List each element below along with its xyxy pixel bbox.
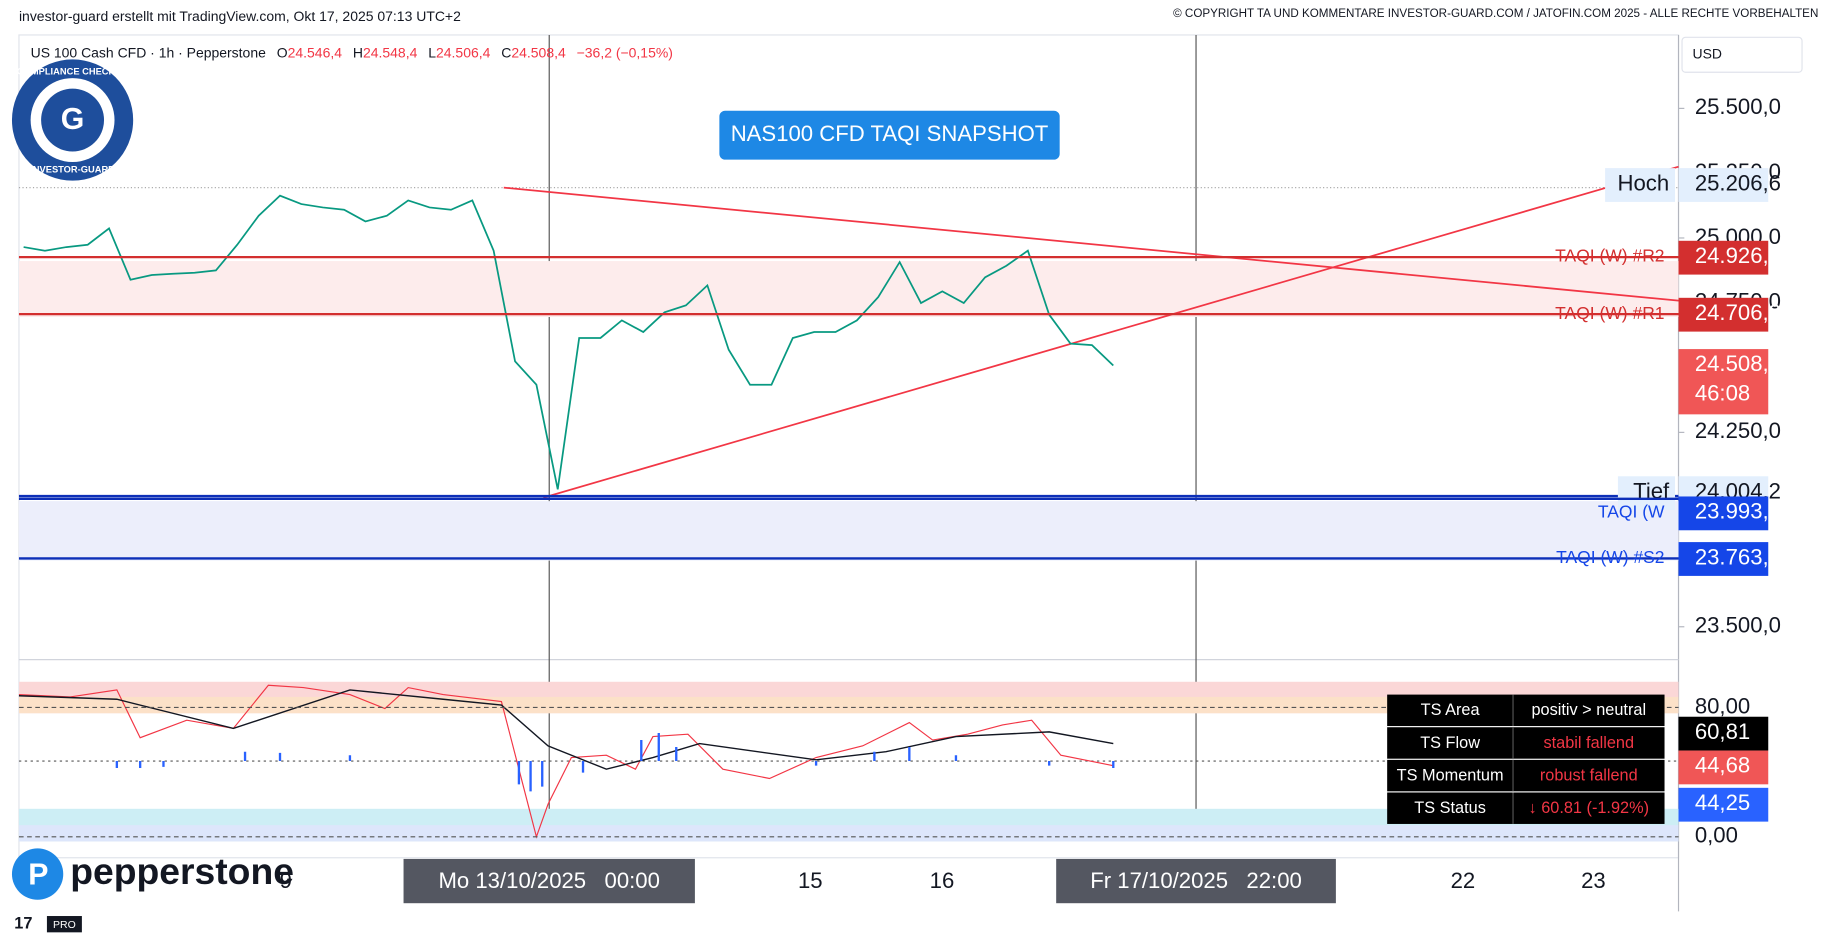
level-name: TAQI (W) #S2 xyxy=(1556,547,1664,567)
table-row xyxy=(1387,759,1665,792)
level-value-box xyxy=(1678,496,1769,531)
price-line xyxy=(23,194,1114,490)
table-value: stabil fallend xyxy=(1543,734,1634,752)
price-tick-label: 23.500,0 xyxy=(1695,613,1781,638)
trendline-upper xyxy=(503,186,1679,302)
time-label: 22 xyxy=(1451,868,1476,893)
level-name-box xyxy=(1617,476,1676,511)
time-label: 9 xyxy=(280,868,292,893)
level-name: TAQI (W xyxy=(1598,501,1665,521)
level-value-box xyxy=(1678,297,1769,332)
tv-pro: PRO xyxy=(53,920,76,931)
time-label: 16 xyxy=(930,868,955,893)
tv-logo: 17 xyxy=(14,914,32,932)
h-label: H xyxy=(353,44,363,60)
level-name: TAQI (W) #R2 xyxy=(1555,246,1664,266)
c-value: 24.508,4 xyxy=(511,44,566,60)
badge-bottom: INVESTOR-GUARD xyxy=(30,165,115,175)
tv-pro-box xyxy=(46,916,82,933)
badge-top: COMPLIANCE CHECKED xyxy=(17,67,129,77)
current-price-box xyxy=(1678,349,1769,415)
level-name: TAQI (W) #R1 xyxy=(1555,303,1664,323)
time-label: 23 xyxy=(1581,868,1606,893)
level-value-box xyxy=(1678,168,1769,202)
badge-core xyxy=(41,88,105,152)
osc-slow-line xyxy=(18,689,1114,770)
level-name: Hoch xyxy=(1618,170,1670,195)
time-highlight xyxy=(1056,858,1336,904)
level-value: 25.206,6 xyxy=(1695,170,1781,195)
h-value: 24.548,4 xyxy=(363,44,418,60)
current-price: 24.508,4 xyxy=(1695,351,1781,376)
table-row xyxy=(1387,792,1665,824)
osc-fast-line xyxy=(18,684,1114,839)
snapshot-title: NAS100 CFD TAQI SNAPSHOT xyxy=(731,121,1049,146)
time-highlight xyxy=(403,858,695,904)
osc-tick-label: 80,00 xyxy=(1695,693,1750,718)
logo-mark xyxy=(11,848,64,900)
header-left: investor-guard erstellt mit TradingView.… xyxy=(19,8,461,24)
logo-p: P xyxy=(28,858,48,891)
header-right: © COPYRIGHT TA UND KOMMENTARE INVESTOR-G… xyxy=(1173,7,1818,20)
trendline-lower xyxy=(543,165,1679,499)
level-value-box xyxy=(1678,240,1769,275)
osc-tick-label: 0,00 xyxy=(1695,823,1738,848)
compliance-badge: G COMPLIANCE CHECKED INVESTOR-GUARD xyxy=(11,59,134,181)
table-label: TS Momentum xyxy=(1397,766,1504,784)
level-value: 23.993,7 xyxy=(1695,499,1781,524)
table-label: TS Flow xyxy=(1420,734,1480,752)
level-value: 23.763,7 xyxy=(1695,544,1781,569)
table-value: ↓ 60.81 (-1.92%) xyxy=(1529,799,1649,817)
osc-oversold-inner xyxy=(18,825,1679,842)
currency: USD xyxy=(1693,45,1723,61)
osc-marker: 44,68 xyxy=(1695,753,1750,778)
table-row xyxy=(1387,727,1665,759)
l-value: 24.506,4 xyxy=(436,44,491,60)
time-axis: 9 Mo 13/10/2025 00:00 15 16 Fr 17/10/2025 22… xyxy=(280,858,1606,904)
table-row xyxy=(1387,694,1665,727)
dynamic-layer: 25.500,025.250,025.000,024.750,024.250,0… xyxy=(18,94,1781,848)
osc-marker-box xyxy=(1678,750,1769,785)
support-zone xyxy=(18,501,1679,561)
c-label: C xyxy=(501,44,511,60)
price-tick-label: 25.500,0 xyxy=(1695,94,1781,119)
osc-marker: 44,25 xyxy=(1695,790,1750,815)
time-label-highlight: Fr 17/10/2025 22:00 xyxy=(1090,868,1302,893)
symbol-line: US 100 Cash CFD · 1h · Pepperstone O24.5… xyxy=(31,44,673,60)
level-value: 24.926,2 xyxy=(1695,243,1781,268)
level-name-box xyxy=(1605,168,1676,202)
oscillator-table: TS Area positiv > neutral TS Flow stabil fa… xyxy=(1387,694,1665,824)
osc-marker-box xyxy=(1678,787,1769,822)
osc-marker: 60,81 xyxy=(1695,719,1750,744)
resistance-zone xyxy=(18,261,1679,317)
level-value-box xyxy=(1678,542,1769,576)
countdown: 46:08 xyxy=(1695,380,1750,405)
table-label: TS Status xyxy=(1414,799,1486,817)
change: −36,2 (−0,15%) xyxy=(577,44,673,60)
osc-marker-box xyxy=(1678,716,1769,751)
snapshot-box xyxy=(719,110,1060,160)
level-value: 24.706,2 xyxy=(1695,300,1781,325)
badge-letter: G xyxy=(61,103,85,136)
table-value: positiv > neutral xyxy=(1531,701,1646,719)
osc-overbought-inner xyxy=(18,696,1679,714)
logo-text: pepperstone xyxy=(70,850,294,892)
o-label: O xyxy=(277,44,288,60)
o-value: 24.546,4 xyxy=(288,44,343,60)
osc-histogram xyxy=(115,733,1115,792)
time-label: 15 xyxy=(798,868,823,893)
symbol-name: US 100 Cash CFD · 1h · Pepperstone xyxy=(31,44,266,60)
table-value: robust fallend xyxy=(1540,766,1638,784)
l-label: L xyxy=(428,44,436,60)
table-label: TS Area xyxy=(1421,701,1481,719)
price-tick-label: 24.250,0 xyxy=(1695,418,1781,443)
time-label-highlight: Mo 13/10/2025 00:00 xyxy=(439,868,660,893)
currency-box xyxy=(1681,36,1803,73)
